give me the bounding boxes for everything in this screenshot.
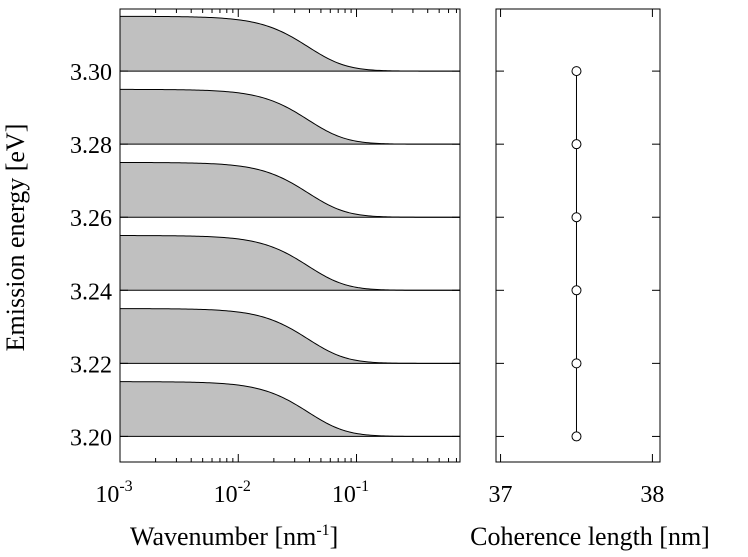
profile-fill-3	[120, 162, 460, 218]
x-tick-label-left-1: 10-2	[214, 478, 251, 508]
x-axis-label-right: Coherence length [nm]	[470, 522, 710, 551]
x-tick-label-base: 10	[95, 482, 119, 508]
coherence-point-4	[571, 139, 582, 150]
x-axis-label-left-main: Wavenumber [nm	[130, 522, 316, 551]
profile-fill-2	[120, 235, 460, 291]
left-plot-frame	[119, 8, 461, 463]
x-tick-label-base: 10	[214, 482, 238, 508]
profile-fill-5	[120, 16, 460, 72]
coherence-point-1	[571, 358, 582, 369]
right-plot-frame	[495, 8, 661, 463]
y-tick-label-4: 3.28	[70, 133, 112, 159]
x-tick-label-left-0: 10-3	[95, 478, 132, 508]
x-tick-labels-right: 37 38	[489, 482, 665, 508]
coherence-point-5	[571, 66, 582, 77]
right-panel: 37 38 Coherence length [nm]	[470, 8, 710, 551]
profile-fills	[120, 16, 460, 437]
x-tick-label-exp: -3	[119, 478, 132, 495]
x-tick-label-base: 10	[332, 482, 356, 508]
x-tick-labels-left: 10-3 10-2 10-1	[95, 478, 369, 508]
coherence-point-2	[571, 285, 582, 296]
profile-fill-1	[120, 308, 460, 364]
coherence-points	[571, 66, 582, 442]
x-axis-label-left: Wavenumber [nm-1]	[130, 522, 338, 551]
y-tick-label-2: 3.24	[70, 279, 112, 305]
profile-fill-4	[120, 89, 460, 145]
x-axis-label-left-sup: -1	[316, 522, 329, 539]
right-ticks	[496, 9, 660, 462]
x-axis-label-left-end: ]	[330, 522, 339, 551]
y-tick-label-3: 3.26	[70, 206, 112, 232]
left-panel: 3.203.223.243.263.283.30 10-3 10-2 10-1 Em…	[1, 8, 461, 551]
coherence-point-0	[571, 431, 582, 442]
y-tick-label-5: 3.30	[70, 60, 112, 86]
profile-baselines	[120, 70, 460, 437]
y-tick-labels: 3.20 3.22 3.24 3.26 3.28 3.30	[70, 60, 112, 451]
x-tick-label-right-0: 37	[489, 482, 513, 508]
x-tick-label-exp: -2	[238, 478, 251, 495]
y-tick-label-1: 3.22	[70, 352, 112, 378]
y-axis-label: Emission energy [eV]	[1, 124, 30, 352]
profile-fill-0	[120, 381, 460, 437]
x-tick-label-left-2: 10-1	[332, 478, 369, 508]
x-tick-label-exp: -1	[356, 478, 369, 495]
x-tick-label-right-1: 38	[640, 482, 664, 508]
coherence-point-3	[571, 212, 582, 223]
y-tick-label-0: 3.20	[70, 425, 112, 451]
profile-curves	[119, 15, 460, 437]
